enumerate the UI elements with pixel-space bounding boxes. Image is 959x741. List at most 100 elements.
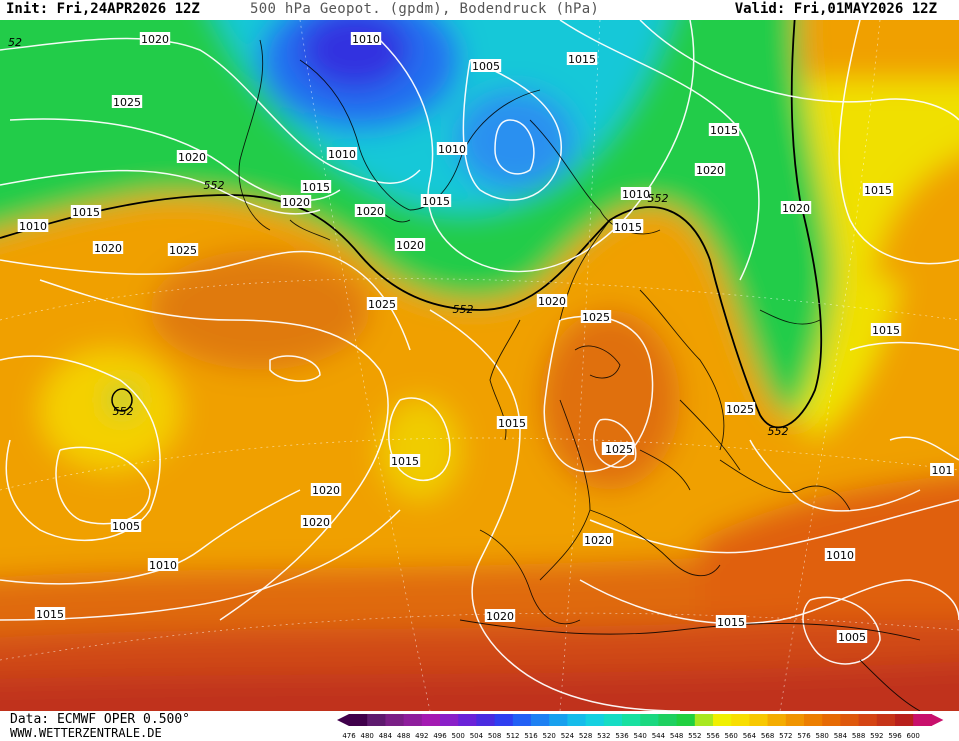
legend-swatch [531,714,550,726]
isobar-label: 1010 [350,32,382,46]
isobar-label: 1015 [566,52,598,66]
isobar-label: 1015 [70,205,102,219]
legend-swatch [440,714,459,726]
isobar-label: 1010 [17,219,49,233]
legend-swatch [640,714,659,726]
isobar-label: 1015 [34,607,66,621]
svg-text:1010: 1010 [328,148,356,161]
website-url: WWW.WETTERZENTRALE.DE [10,726,162,740]
svg-text:1015: 1015 [302,181,330,194]
svg-text:1005: 1005 [472,60,500,73]
legend-tick-label: 540 [634,732,647,740]
svg-text:1020: 1020 [486,610,514,623]
svg-text:552: 552 [768,425,789,438]
svg-text:552: 552 [453,303,474,316]
isobar-label: 1015 [862,183,894,197]
svg-text:52: 52 [8,36,22,49]
geopotential-552-label: 552 [113,405,134,418]
geopotential-552-label: 52 [8,36,22,49]
legend-swatch [858,714,878,726]
svg-text:1015: 1015 [710,124,738,137]
isobar-label: 1020 [582,533,614,547]
legend-swatch [458,714,477,726]
isobar-label: 1015 [715,615,747,629]
svg-text:1020: 1020 [356,205,384,218]
legend-swatch [694,714,714,726]
data-credit: Data: ECMWF OPER 0.500° [10,712,191,727]
legend-tick-label: 492 [415,732,428,740]
legend-swatch [822,714,841,726]
legend-swatch [349,714,368,726]
isobar-label: 1010 [147,558,179,572]
isobar-label: 1020 [300,515,332,529]
svg-text:1020: 1020 [396,239,424,252]
legend-tick-label: 548 [670,732,683,740]
legend-tick-label: 552 [688,732,701,740]
isobar-label: 1020 [139,32,171,46]
legend-swatch [567,714,587,726]
geopotential-fill [0,20,959,711]
legend-tick-label: 488 [397,732,410,740]
svg-text:1010: 1010 [19,220,47,233]
legend-swatch [676,714,696,726]
isobar-label: 1020 [176,150,208,164]
isobar-label: 101 [930,463,954,477]
isobar-label: 1010 [436,142,468,156]
legend-swatch [658,714,678,726]
legend-swatch [385,714,405,726]
svg-text:1015: 1015 [864,184,892,197]
isobar-label: 1015 [300,180,332,194]
legend-tick-label: 476 [342,732,356,740]
map-title: 500 hPa Geopot. (gpdm), Bodendruck (hPa) [250,1,600,17]
legend-swatch [731,714,750,726]
legend-swatch [895,714,914,726]
isobar-label: 1015 [870,323,902,337]
svg-text:1020: 1020 [782,202,810,215]
isobar-label: 1010 [326,147,358,161]
geopotential-552-label: 552 [204,179,225,192]
geopotential-552-label: 552 [648,192,669,205]
legend-tick-label: 500 [452,732,465,740]
svg-text:552: 552 [648,192,669,205]
legend-tick-label: 596 [888,732,902,740]
legend-tick-label: 568 [761,732,774,740]
isobar-label: 1025 [724,402,756,416]
legend-swatch [622,714,641,726]
svg-text:1020: 1020 [312,484,340,497]
svg-text:1015: 1015 [36,608,64,621]
legend-swatch [476,714,496,726]
legend-swatch [840,714,860,726]
geopotential-labels: 52 552 552 552 552 552 [8,36,789,438]
header-bar: Init: Fri,24APR2026 12Z 500 hPa Geopot. … [0,0,959,20]
legend-swatch [603,714,623,726]
isobars [0,20,959,711]
legend-tick-label: 508 [488,732,501,740]
legend-tick-label: 532 [597,732,610,740]
legend-swatch [785,714,805,726]
isobar-label: 1015 [389,454,421,468]
legend-swatch [585,714,605,726]
svg-text:1005: 1005 [838,631,866,644]
svg-text:1020: 1020 [538,295,566,308]
isobar-label: 1020 [354,204,386,218]
geopotential-552-label: 552 [453,303,474,316]
svg-text:1025: 1025 [169,244,197,257]
legend-swatch [421,714,441,726]
geopotential-552-label: 552 [768,425,789,438]
legend-swatch [403,714,423,726]
svg-text:1010: 1010 [149,559,177,572]
legend-swatch [512,714,532,726]
svg-text:1010: 1010 [438,143,466,156]
legend-swatch [713,714,732,726]
isobar-label: 1020 [92,241,124,255]
svg-text:552: 552 [113,405,134,418]
legend-tick-label: 512 [506,732,519,740]
legend-tick-label: 572 [779,732,792,740]
isobar-label: 1020 [484,609,516,623]
svg-text:1020: 1020 [696,164,724,177]
legend-swatch [767,714,787,726]
legend-tick-label: 564 [743,732,757,740]
legend-tick-label: 528 [579,732,592,740]
